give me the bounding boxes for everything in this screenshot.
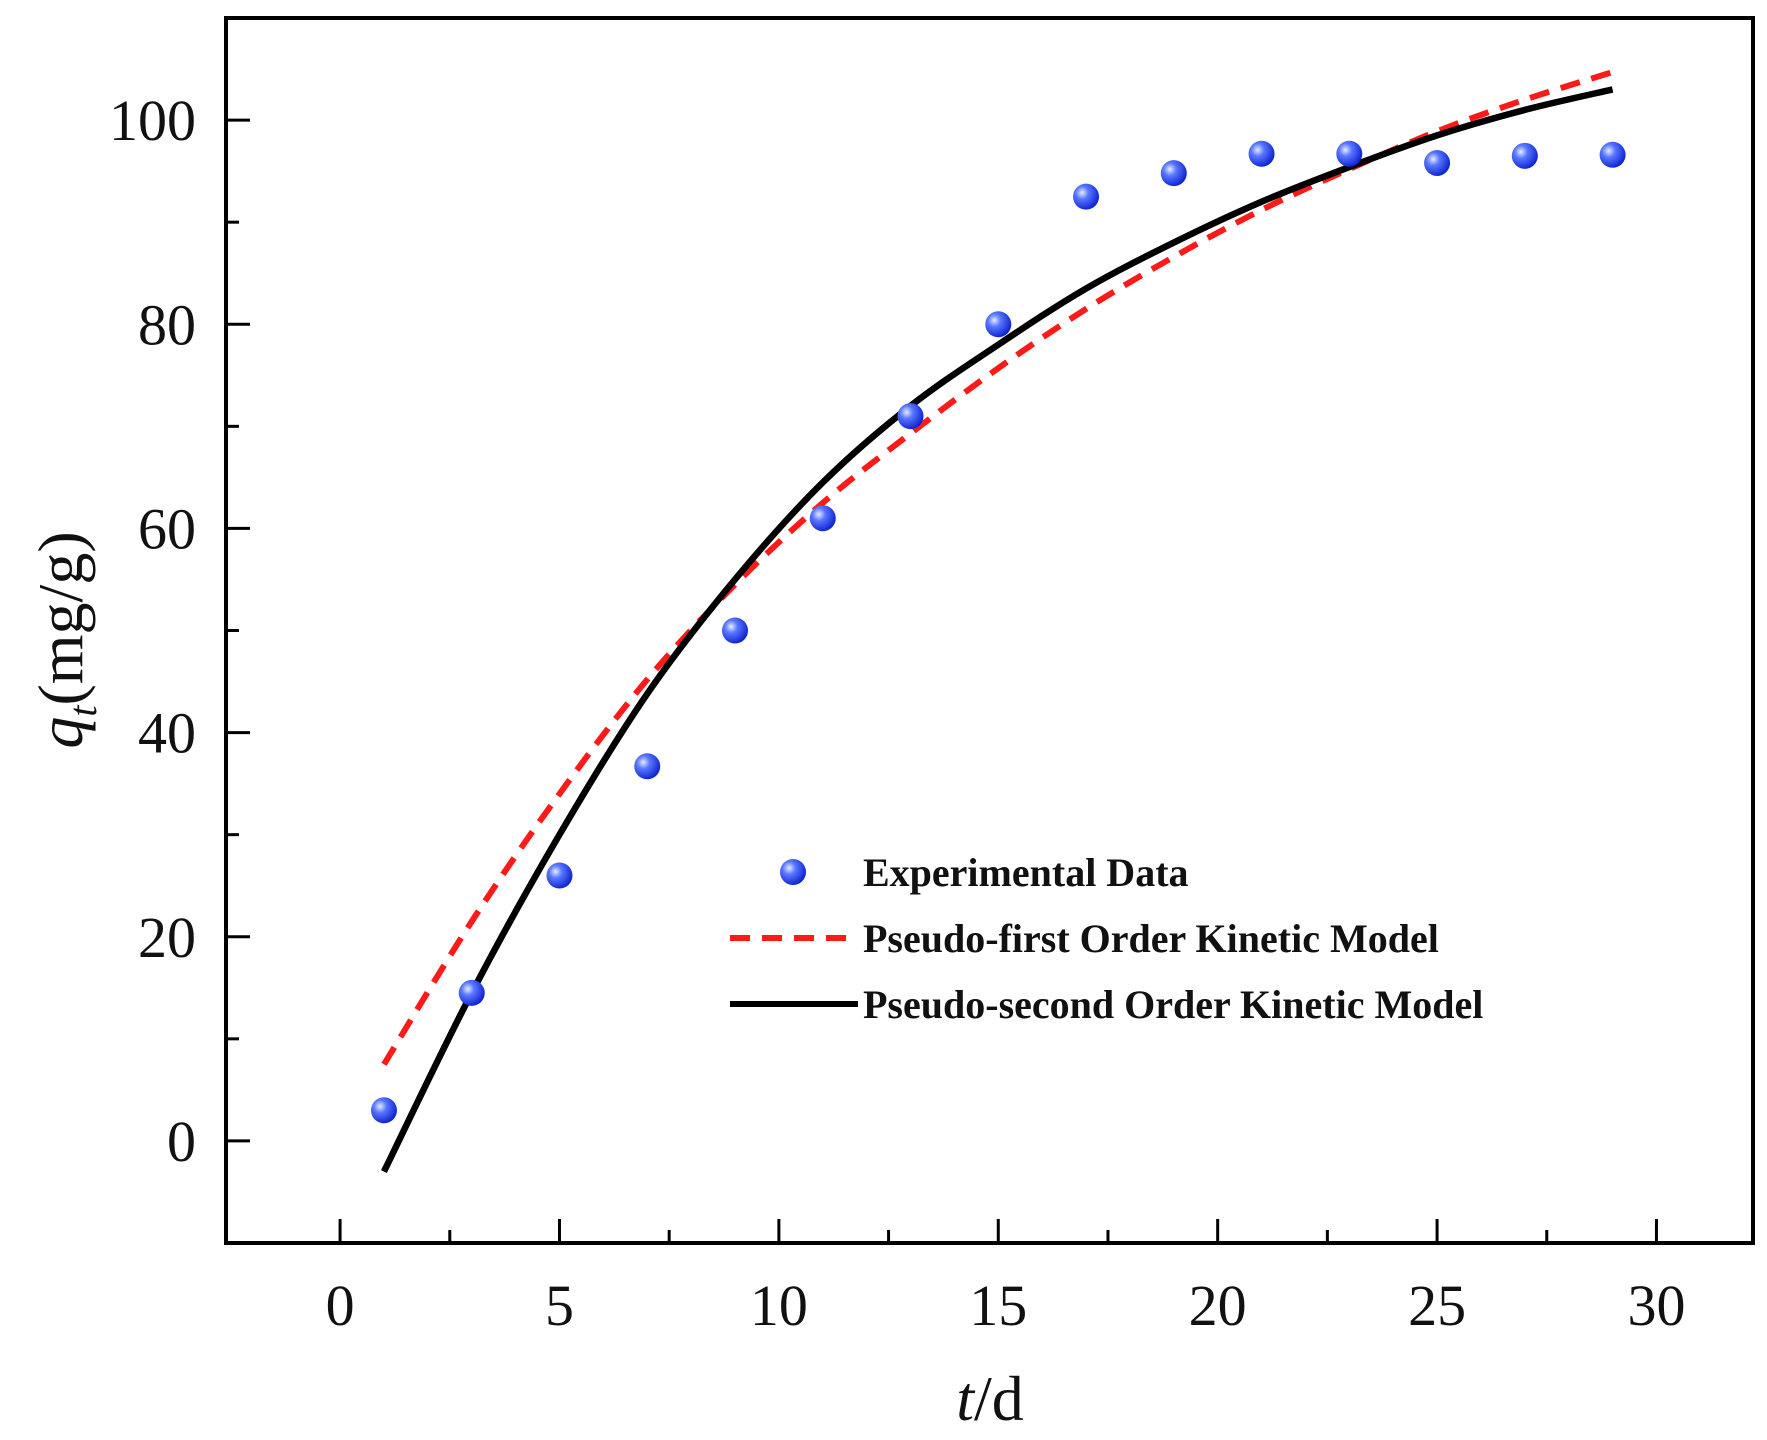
data-point	[634, 753, 661, 780]
data-point	[809, 505, 836, 532]
legend-label-second-order: Pseudo-second Order Kinetic Model	[863, 982, 1483, 1027]
data-point	[370, 1097, 397, 1124]
data-point	[1160, 160, 1187, 187]
x-axis-label: t/d	[956, 1363, 1024, 1434]
legend-label-experimental: Experimental Data	[863, 850, 1189, 895]
data-point	[1599, 141, 1626, 168]
plot-area	[224, 16, 1755, 1245]
x-tick-label: 0	[326, 1273, 355, 1338]
data-point	[1336, 140, 1363, 167]
data-point	[985, 311, 1012, 338]
x-tick-label: 25	[1408, 1273, 1466, 1338]
y-axis-label: qt(mg/g)	[25, 531, 105, 748]
x-tick-label: 10	[750, 1273, 808, 1338]
y-tick-label: 20	[138, 905, 196, 970]
y-axis-ticks: 0 20 40 60 80 100	[109, 88, 250, 1174]
legend-marker-experimental	[780, 859, 806, 885]
x-tick-label: 30	[1627, 1273, 1685, 1338]
data-point	[1248, 140, 1275, 167]
data-point	[546, 862, 573, 889]
data-point	[722, 617, 748, 644]
y-tick-label: 0	[167, 1109, 196, 1174]
data-point	[1511, 142, 1538, 169]
data-point	[897, 403, 924, 430]
series-line-2	[381, 86, 1614, 1173]
series-layer	[370, 69, 1626, 1173]
data-point	[1073, 183, 1100, 210]
y-tick-label: 40	[138, 701, 196, 766]
x-tick-label: 20	[1189, 1273, 1247, 1338]
x-tick-label: 15	[969, 1273, 1027, 1338]
data-point	[458, 979, 485, 1006]
legend: Experimental Data Pseudo-first Order Kin…	[730, 850, 1483, 1027]
y-tick-label: 80	[138, 292, 196, 357]
x-axis-ticks: 0 5 10 15 20 25 30	[326, 1219, 1685, 1338]
y-tick-label: 60	[138, 496, 196, 561]
legend-label-first-order: Pseudo-first Order Kinetic Model	[863, 916, 1439, 961]
x-tick-label: 5	[545, 1273, 574, 1338]
y-tick-label: 100	[109, 88, 196, 153]
data-point	[1424, 149, 1451, 176]
